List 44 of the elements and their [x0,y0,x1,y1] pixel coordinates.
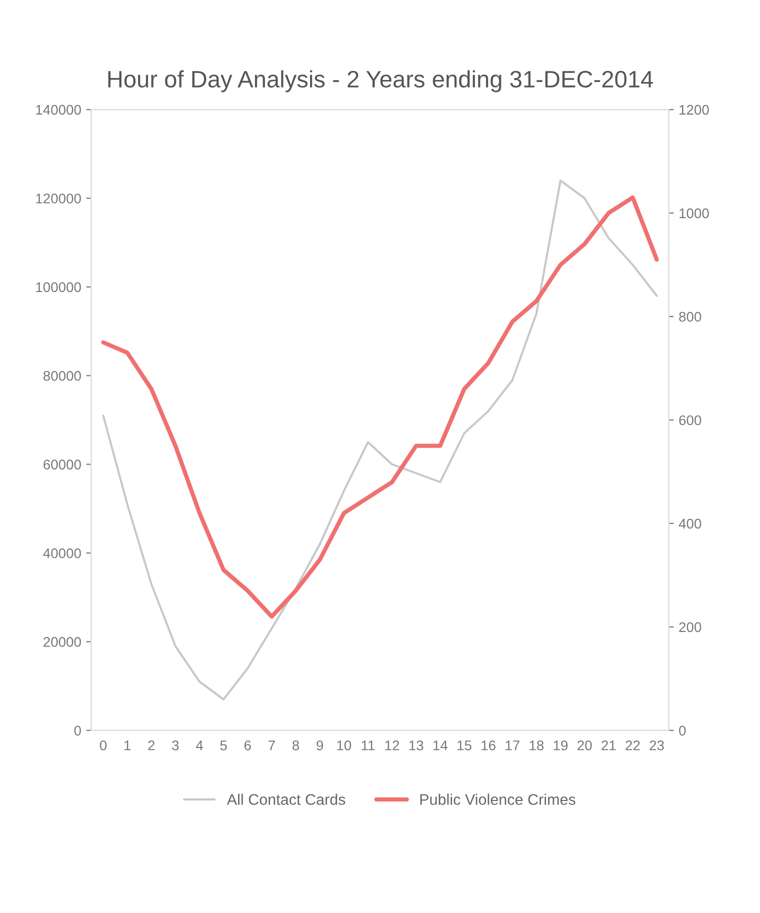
x-tick-label: 14 [434,740,448,750]
x-tick-label: 0 [100,740,107,750]
y-tick-label: 140000 [36,104,81,115]
x-tick-label: 10 [337,740,352,750]
x-tick-label: 11 [362,740,374,750]
x-tick-label: 7 [268,740,275,750]
y-tick-label: 20000 [44,637,81,647]
x-tick-label: 13 [409,740,424,750]
legend-label: Public Violence Crimes [420,794,576,805]
x-tick-label: 6 [244,740,251,750]
y-tick-label: 40000 [43,548,81,558]
y2-tick-label: 0 [679,726,686,736]
x-tick-label: 4 [196,740,203,750]
line-series [101,195,659,619]
y-tick-label: 80000 [43,370,81,381]
y2-tick-label: 800 [679,312,702,322]
chart-title: Hour of Day Analysis - 2 Years ending 31-DEC-2014 [108,70,653,92]
x-tick-label: 15 [458,740,472,750]
x-tick-label: 23 [650,740,664,750]
line-series [102,179,658,700]
x-tick-label: 9 [316,740,324,750]
x-tick-label: 19 [554,740,568,750]
x-tick-label: 2 [148,740,155,750]
x-tick-label: 22 [626,740,640,750]
y2-tick-label: 600 [679,415,702,426]
legend-label: All Contact Cards [226,794,346,805]
x-tick-label: 8 [292,740,300,750]
y2-tick-label: 1200 [680,104,709,115]
y-tick-label: 0 [74,726,81,736]
x-tick-label: 20 [578,740,592,750]
x-tick-label: 16 [482,740,496,750]
x-tick-label: 1 [124,740,130,750]
y-tick-label: 100000 [36,282,81,292]
x-tick-label: 12 [385,740,400,750]
y2-tick-label: 400 [678,518,702,529]
x-tick-label: 17 [506,740,520,750]
y2-tick-label: 200 [679,622,702,632]
x-tick-label: 21 [602,740,616,750]
x-tick-label: 5 [220,740,227,750]
y2-tick-label: 1000 [680,208,709,218]
x-tick-label: 3 [172,740,179,750]
y-tick-label: 120000 [36,194,81,204]
x-tick-label: 18 [530,740,544,750]
y-tick-label: 60000 [44,460,81,470]
